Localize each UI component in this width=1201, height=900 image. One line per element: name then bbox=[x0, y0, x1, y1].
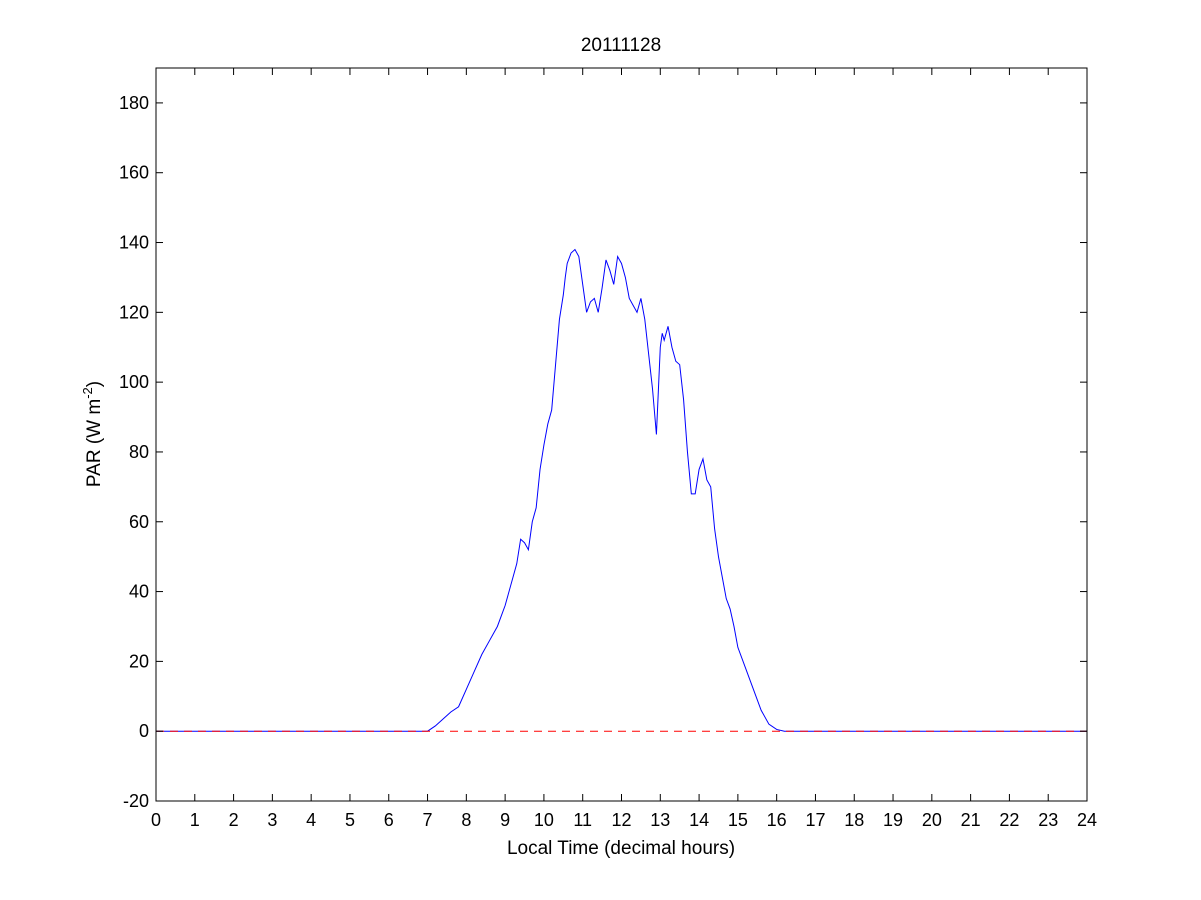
x-tick-label: 19 bbox=[883, 810, 903, 830]
y-tick-label: 120 bbox=[119, 302, 149, 322]
chart-title: 20111128 bbox=[581, 35, 661, 56]
y-tick-label: 160 bbox=[119, 163, 149, 183]
x-tick-label: 0 bbox=[151, 810, 161, 830]
x-tick-label: 15 bbox=[728, 810, 748, 830]
x-tick-label: 9 bbox=[500, 810, 510, 830]
y-axis-label-superscript: -2 bbox=[80, 387, 95, 399]
x-tick-label: 6 bbox=[384, 810, 394, 830]
x-tick-label: 11 bbox=[573, 810, 592, 830]
x-tick-label: 10 bbox=[534, 810, 554, 830]
plot-frame bbox=[155, 67, 1088, 802]
y-axis-label-main: PAR (W m bbox=[84, 399, 105, 487]
x-tick-label: 8 bbox=[461, 810, 471, 830]
y-tick-label: 20 bbox=[129, 651, 149, 671]
x-tick-label: 14 bbox=[689, 810, 709, 830]
y-axis-label: PAR (W m-2) bbox=[80, 381, 105, 487]
x-tick-label: 18 bbox=[844, 810, 864, 830]
x-tick-label: 16 bbox=[767, 810, 787, 830]
y-tick-label: 0 bbox=[139, 721, 149, 741]
x-tick-label: 23 bbox=[1038, 810, 1058, 830]
x-tick-label: 20 bbox=[922, 810, 942, 830]
y-tick-label: 40 bbox=[129, 582, 149, 602]
x-tick-label: 13 bbox=[650, 810, 670, 830]
x-tick-label: 5 bbox=[345, 810, 355, 830]
x-tick-label: 24 bbox=[1077, 810, 1097, 830]
series-layer bbox=[156, 248, 1087, 732]
x-tick-label: 17 bbox=[805, 810, 825, 830]
x-tick-label: 4 bbox=[306, 810, 316, 830]
x-tick-label: 1 bbox=[190, 810, 200, 830]
y-tick-label: -20 bbox=[123, 791, 149, 811]
x-tick-label: 12 bbox=[611, 810, 631, 830]
x-tick-label: 22 bbox=[999, 810, 1019, 830]
y-tick-label: 140 bbox=[119, 233, 149, 253]
y-tick-label: 80 bbox=[129, 442, 149, 462]
x-axis-label: Local Time (decimal hours) bbox=[507, 838, 735, 859]
tick-layer: 0 1 2 3 4 5 6 7 8 9 10 11 12 13 14 15 16 17 18 19 20 21 22 23 24… bbox=[119, 68, 1097, 830]
y-axis-label-close: ) bbox=[84, 381, 105, 387]
y-tick-label: 180 bbox=[119, 93, 149, 113]
x-tick-label: 7 bbox=[423, 810, 433, 830]
x-tick-label: 2 bbox=[229, 810, 239, 830]
x-tick-label: 3 bbox=[267, 810, 277, 830]
plot-background bbox=[156, 68, 1087, 801]
y-tick-label: 60 bbox=[129, 512, 149, 532]
y-tick-label: 100 bbox=[119, 372, 149, 392]
series-line-0 bbox=[156, 248, 1087, 732]
x-tick-label: 21 bbox=[961, 810, 981, 830]
